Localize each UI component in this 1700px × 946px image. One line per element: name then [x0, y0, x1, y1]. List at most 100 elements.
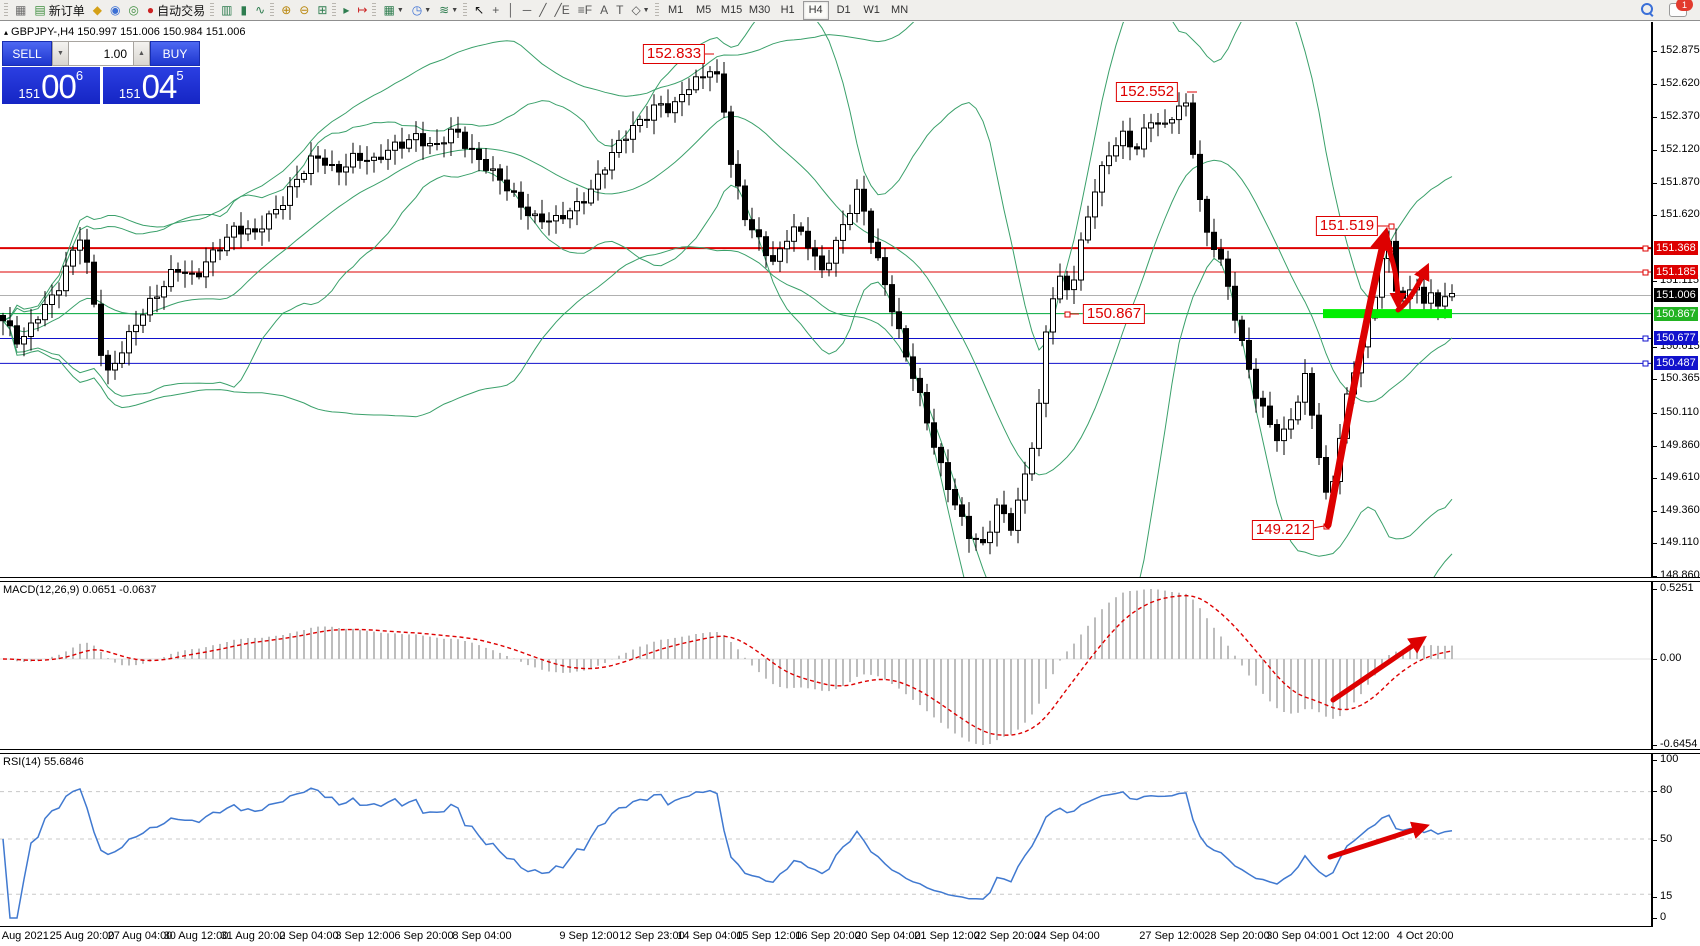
indicators-dropdown: ≋	[439, 3, 450, 17]
one-click-collapse-icon[interactable]: ▴	[4, 28, 9, 37]
new-chart-dropdown[interactable]: ▦ ▼	[379, 0, 407, 21]
channel-tool[interactable]: ╱E	[551, 0, 574, 21]
sell-price[interactable]: 151 00 6	[2, 67, 100, 104]
timeframe-h4[interactable]: H4	[802, 0, 829, 20]
axis-price-label: 151.620	[1660, 208, 1700, 220]
label-tool[interactable]: T	[612, 0, 627, 21]
signals-icon[interactable]: ◎	[124, 0, 142, 21]
horizontal-line-tool[interactable]: ─	[519, 0, 536, 21]
axis-date-label: 14 Sep 04:00	[677, 930, 743, 942]
axis-date-label: 6 Sep 20:00	[394, 930, 454, 942]
market-watch-icon[interactable]: ◉	[106, 0, 124, 21]
axis-price-badge: 151.006	[1654, 288, 1698, 302]
rsi-panel[interactable]	[0, 753, 1652, 927]
trendline-tool: ╱	[539, 3, 547, 17]
panel-separator-macd[interactable]	[0, 577, 1700, 582]
auto-scroll-icon[interactable]: ↦	[353, 0, 371, 21]
vertical-line-tool[interactable]: │	[503, 0, 519, 21]
macd-panel[interactable]	[0, 581, 1652, 749]
period-dropdown[interactable]: ◷ ▼	[408, 0, 435, 21]
axis-price-label: 152.370	[1660, 110, 1700, 122]
chart-window-icon[interactable]: ▦	[11, 0, 30, 21]
text-tool[interactable]: A	[596, 0, 612, 21]
main-chart[interactable]	[0, 22, 1652, 577]
navigator-icon[interactable]: ◆	[89, 0, 106, 21]
price-annotation: 152.552	[1115, 82, 1179, 102]
chat-icon[interactable]: 1	[1669, 0, 1693, 17]
sell-price-big: 00	[41, 68, 77, 105]
axis-price-label: 149.610	[1660, 471, 1700, 483]
timeframe-mn[interactable]: MN	[891, 4, 909, 16]
shapes-dropdown[interactable]: ◇ ▼	[627, 0, 653, 21]
toolbar-grip	[332, 2, 337, 18]
new-order-button-label: 新订单	[48, 3, 85, 18]
indicators-dropdown[interactable]: ≋ ▼	[435, 0, 462, 21]
axis-price-label: -0.6454	[1660, 738, 1698, 750]
sell-button[interactable]: SELL	[2, 41, 52, 66]
panel-separator-rsi[interactable]	[0, 749, 1700, 754]
search-icon[interactable]	[1641, 3, 1655, 17]
buy-button[interactable]: BUY	[150, 41, 200, 66]
timeframe-w1[interactable]: W1	[863, 4, 880, 16]
axis-tick	[1653, 117, 1657, 118]
zoom-in-icon[interactable]: ⊕	[277, 0, 295, 21]
channel-tool: ╱E	[554, 3, 570, 17]
axis-price-label: 152.620	[1660, 77, 1700, 89]
price-annotation: 151.519	[1315, 216, 1379, 236]
timeframe-m5[interactable]: M5	[695, 4, 712, 16]
timeframe-m30[interactable]: M30	[748, 4, 771, 16]
cursor-tool[interactable]: ↖	[470, 0, 488, 21]
axis-date-label: 30 Sep 04:00	[1266, 930, 1332, 942]
chart-shift-icon[interactable]: ▸	[339, 0, 353, 21]
fibonacci-tool: ≡F	[577, 3, 593, 17]
navigator-icon: ◆	[92, 3, 102, 17]
fibonacci-tool[interactable]: ≡F	[574, 0, 596, 21]
axis-tick	[1653, 84, 1657, 85]
tile-windows-icon[interactable]: ⊞	[313, 0, 331, 21]
dropdown-arrow-icon: ▼	[451, 6, 459, 14]
axis-price-label: 80	[1660, 784, 1673, 796]
axis-price-label: 100	[1660, 753, 1679, 765]
axis-tick	[1653, 478, 1657, 479]
crosshair-tool[interactable]: +	[488, 0, 503, 21]
buy-price[interactable]: 151 04 5	[102, 67, 200, 104]
axis-date-label: 31 Aug 20:00	[220, 930, 286, 942]
axis-tick	[1653, 659, 1657, 660]
volume-decrease-button[interactable]: ▼	[52, 41, 69, 66]
axis-date-label: 8 Sep 04:00	[452, 930, 512, 942]
price-axis[interactable]: 152.875 152.620 152.370 152.120 151.870 151.6…	[1652, 22, 1700, 927]
new-order-button[interactable]: ▤ 新订单	[30, 0, 88, 21]
toolbar-grip	[463, 2, 468, 18]
timeframe-d1[interactable]: D1	[836, 4, 851, 16]
vertical-line-tool: │	[507, 3, 515, 17]
autotrading-button[interactable]: ● 自动交易	[143, 0, 209, 21]
axis-tick	[1653, 543, 1657, 544]
volume-input[interactable]: 1.00	[69, 41, 133, 66]
axis-price-label: 50	[1660, 833, 1673, 845]
trendline-tool[interactable]: ╱	[535, 0, 550, 21]
chart-info-line: ▴ GBPJPY-,H4 150.997 151.006 150.984 151.…	[4, 26, 245, 38]
axis-tick	[1653, 150, 1657, 151]
dropdown-arrow-icon: ▼	[642, 6, 650, 14]
axis-tick	[1653, 511, 1657, 512]
axis-date-label: 12 Sep 23:00	[619, 930, 685, 942]
timeframe-h1[interactable]: H1	[780, 4, 795, 16]
bar-chart-icon[interactable]: ▥	[217, 0, 236, 21]
volume-increase-button[interactable]: ▲	[133, 41, 150, 66]
axis-tick	[1653, 379, 1657, 380]
axis-tick	[1653, 760, 1657, 761]
timeframe-m1[interactable]: M1	[667, 4, 684, 16]
zoom-out-icon[interactable]: ⊖	[295, 0, 313, 21]
market-watch-icon: ◉	[109, 3, 121, 17]
new-order-button: ▤	[34, 3, 46, 17]
trade-prices-row: 151 00 6 151 04 5	[2, 67, 200, 104]
axis-tick	[1653, 589, 1657, 590]
timeframe-m15[interactable]: M15	[720, 4, 743, 16]
line-chart-icon[interactable]: ∿	[251, 0, 269, 21]
symbol-ohlc-text: GBPJPY-,H4 150.997 151.006 150.984 151.0…	[11, 26, 246, 38]
toolbar-right: 1	[1641, 0, 1697, 17]
buy-price-sup: 5	[176, 68, 184, 83]
buy-price-prefix: 151	[118, 86, 141, 101]
candlestick-chart-icon[interactable]: ▮	[237, 0, 252, 21]
